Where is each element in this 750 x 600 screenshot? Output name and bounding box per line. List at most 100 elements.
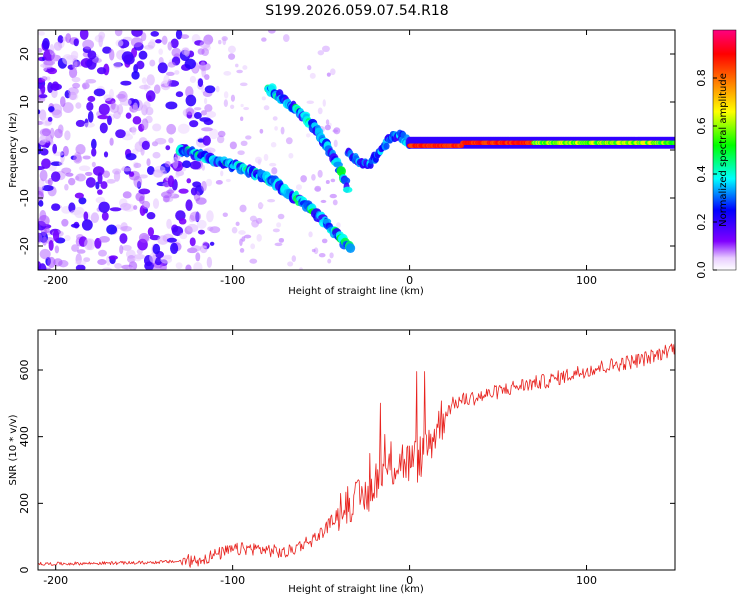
noise-blob <box>138 188 151 195</box>
noise-blob <box>42 236 48 246</box>
noise-blob <box>237 150 245 156</box>
noise-blob <box>189 160 202 170</box>
noise-blob <box>295 184 302 191</box>
noise-blob <box>95 181 100 190</box>
noise-blob <box>115 39 124 47</box>
noise-blob <box>228 53 236 60</box>
noise-blob <box>333 139 338 148</box>
noise-blob <box>209 128 219 140</box>
noise-blob <box>215 180 223 185</box>
noise-blob <box>43 60 56 66</box>
noise-blob <box>38 47 43 53</box>
noise-blob <box>327 258 332 264</box>
noise-blob <box>165 145 171 151</box>
noise-blob <box>98 249 107 257</box>
noise-blob <box>152 169 164 178</box>
noise-blob <box>239 238 243 246</box>
noise-blob <box>106 179 116 184</box>
noise-blob <box>239 116 244 122</box>
noise-blob <box>311 173 316 181</box>
noise-blob <box>269 162 277 167</box>
noise-blob <box>215 85 220 93</box>
noise-blob <box>261 96 266 101</box>
noise-blob <box>306 100 315 105</box>
noise-blob <box>44 227 50 234</box>
spectrogram-ytick-label: 10 <box>18 95 31 109</box>
noise-blob <box>141 200 151 210</box>
noise-blob <box>217 130 226 138</box>
noise-blob <box>175 30 183 40</box>
noise-blob <box>38 94 48 99</box>
colorbar: 0.0 0.2 0.4 0.6 0.8 Normalized spectral ampl… <box>695 29 737 279</box>
noise-blob <box>325 119 330 125</box>
noise-blob <box>161 35 168 45</box>
colorbar-tick-label: 0.2 <box>695 213 708 231</box>
noise-blob <box>62 54 74 65</box>
noise-blob <box>205 178 213 187</box>
noise-blob <box>285 137 293 145</box>
noise-blob <box>287 261 294 267</box>
noise-blob <box>329 252 334 259</box>
noise-blob <box>163 74 170 87</box>
noise-blob <box>238 230 246 235</box>
noise-blob <box>197 229 205 235</box>
noise-blob <box>206 210 214 223</box>
noise-blob <box>97 259 107 266</box>
upper-fringe-mark <box>342 186 353 193</box>
noise-blob <box>217 135 225 144</box>
noise-blob <box>64 183 69 191</box>
noise-blob <box>249 258 258 264</box>
noise-blob <box>203 97 208 105</box>
noise-blob <box>123 54 135 65</box>
noise-blob <box>75 102 82 109</box>
noise-blob <box>194 107 202 111</box>
noise-blob <box>114 30 123 37</box>
noise-blob <box>149 252 157 263</box>
noise-blob <box>271 167 278 175</box>
noise-blob <box>39 109 47 121</box>
snr-ytick-label: 400 <box>18 426 31 447</box>
noise-blob <box>317 50 325 56</box>
noise-blob <box>166 237 177 243</box>
noise-blob <box>116 93 126 99</box>
noise-blob <box>336 222 341 229</box>
noise-blob <box>125 153 137 161</box>
noise-blob <box>274 242 283 247</box>
noise-blob <box>78 197 87 205</box>
noise-blob <box>87 110 94 123</box>
snr-x-label: Height of straight line (km) <box>288 584 424 595</box>
noise-blob <box>242 65 248 70</box>
noise-blob <box>60 96 66 108</box>
colorbar-tick-label: 0.6 <box>695 117 708 135</box>
noise-blob <box>276 222 282 228</box>
noise-blob <box>139 84 151 90</box>
noise-blob <box>227 45 236 54</box>
colorbar-gradient <box>712 29 737 271</box>
noise-blob <box>184 58 196 70</box>
noise-blob <box>71 76 81 83</box>
noise-blob <box>64 130 71 141</box>
noise-blob <box>58 161 64 166</box>
snr-ytick-label: 600 <box>18 360 31 381</box>
noise-blob <box>81 219 93 231</box>
noise-blob <box>236 69 243 74</box>
noise-blob <box>243 106 250 111</box>
noise-blob <box>84 171 93 176</box>
noise-blob <box>166 123 177 135</box>
spectrogram-ytick-label: 20 <box>18 47 31 61</box>
noise-blob <box>258 203 264 208</box>
spectrogram-x-ticks: -200 -100 0 100 <box>43 30 597 287</box>
noise-blob <box>133 162 142 169</box>
noise-blob <box>138 50 148 60</box>
noise-blob <box>64 234 71 242</box>
noise-blob <box>175 173 180 178</box>
noise-blob <box>230 104 235 110</box>
noise-blob <box>330 68 336 76</box>
noise-blob <box>154 257 162 266</box>
noise-blob <box>51 52 57 63</box>
noise-blob <box>132 102 138 113</box>
upper-fringe-mark <box>340 176 351 185</box>
noise-blob <box>325 180 330 184</box>
noise-blob <box>74 192 84 199</box>
noise-blob <box>322 99 326 107</box>
